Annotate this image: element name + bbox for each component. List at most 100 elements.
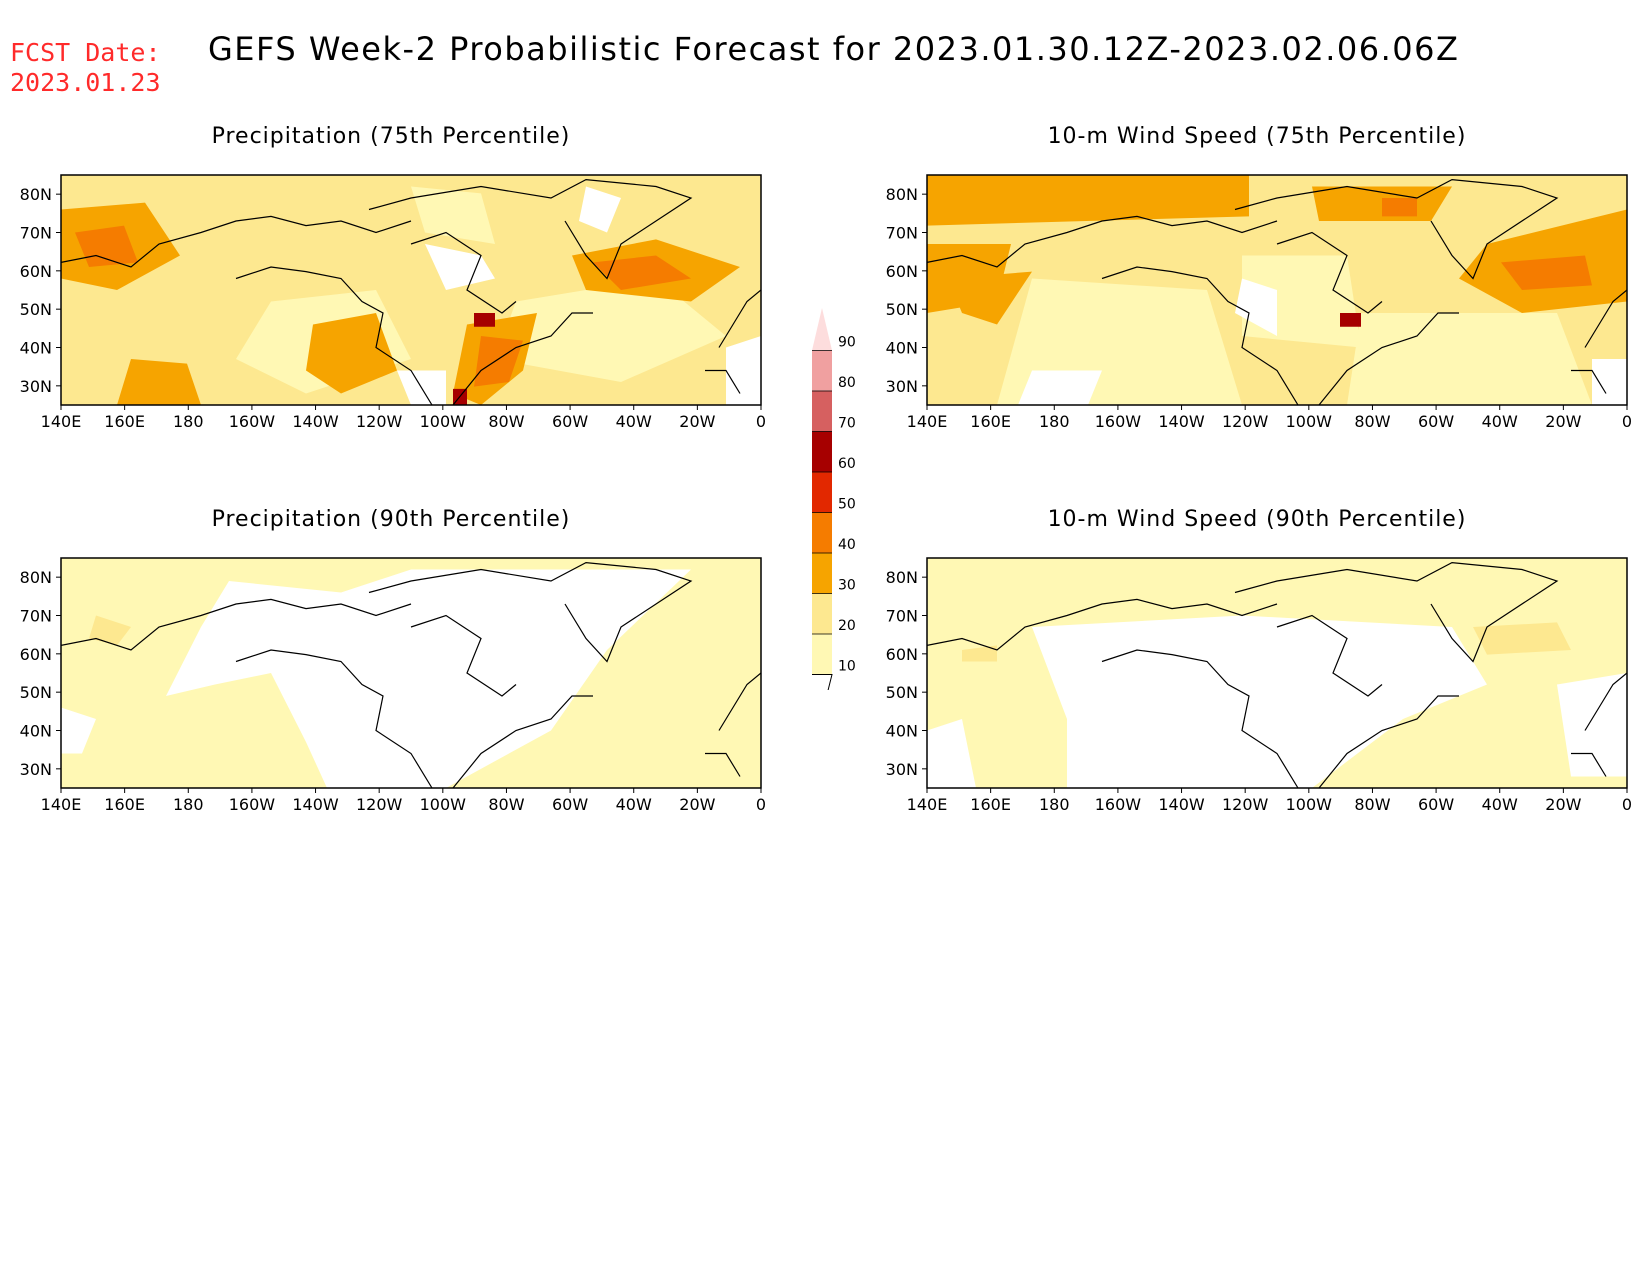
lon-tick-label: 60W [552,795,588,814]
lat-tick-label: 80N [20,185,52,204]
lat-tick-label: 30N [886,377,918,396]
colorbar-box [812,634,832,675]
colorbar-label: 30 [838,578,856,594]
shaded-region [89,615,131,646]
lon-tick-label: 140W [292,795,339,814]
lat-tick-label: 60N [20,262,52,281]
coastline [1318,695,1459,788]
lon-tick-label: 100W [420,795,467,814]
lon-tick-label: 140E [907,412,948,431]
lat-tick-label: 80N [20,568,52,587]
colorbar-label: 40 [838,537,856,553]
lon-tick-label: 20W [1545,795,1581,814]
lat-tick-label: 50N [20,300,52,319]
lon-tick-label: 180 [1039,795,1070,814]
colorbar-label: 90 [838,335,856,351]
coastline [61,215,412,268]
lon-tick-label: 20W [679,795,715,814]
lat-tick-label: 30N [20,377,52,396]
colorbar-label: 70 [838,416,856,432]
map-precip-90: 140E 160E 180 160W 140W 120W 100W 80W 60W 40W 20W 0… [20,557,766,814]
lon-tick-label: 40W [1482,795,1518,814]
shaded-region [962,622,1571,662]
main-title: GEFS Week-2 Probabilistic Forecast for 2… [208,30,1460,68]
coastline [1101,649,1299,788]
shaded-region [61,202,740,405]
map-frame [926,557,1628,789]
shaded-region [997,255,1592,405]
map-wind-90: 140E 160E 180 160W 140W 120W 100W 80W 60W 40W 20W 0… [886,557,1632,814]
coastline [1234,178,1559,280]
colorbar-box [812,553,832,594]
lon-tick-label: 40W [616,795,652,814]
coastline [1318,312,1459,405]
lat-tick-label: 70N [20,607,52,626]
coastline [1584,672,1627,731]
coastline [705,752,741,777]
lat-tick-label: 60N [886,645,918,664]
shaded-region [453,313,495,405]
colorbar-box [812,391,832,432]
lat-tick-label: 60N [20,645,52,664]
coastline [452,695,593,788]
map-frame [60,557,762,789]
lon-tick-label: 0 [1622,412,1632,431]
shaded-region [1340,313,1361,327]
lat-tick-label: 80N [886,185,918,204]
colorbar-tail [812,674,833,690]
colorbar-box [812,431,832,472]
lon-tick-label: 120W [1222,412,1269,431]
map-frame [926,174,1628,406]
lon-tick-label: 160W [1095,412,1142,431]
lon-tick-label: 160E [104,412,145,431]
lon-tick-label: 140E [907,795,948,814]
lon-tick-label: 20W [1545,412,1581,431]
lat-tick-label: 40N [886,339,918,358]
lat-tick-label: 50N [20,683,52,702]
lat-tick-label: 40N [20,339,52,358]
forecast-date-block: FCST Date: 2023.01.23 [10,38,161,98]
coastline [718,289,761,348]
lon-tick-label: 60W [1418,795,1454,814]
forecast-date-label: FCST Date: [10,38,161,67]
lon-tick-label: 160W [229,795,276,814]
lon-tick-label: 180 [173,795,204,814]
lon-tick-label: 140W [1158,412,1205,431]
lat-tick-label: 40N [20,722,52,741]
map-wind-75: 140E 160E 180 160W 140W 120W 100W 80W 60W 40W 20W 0… [886,174,1632,431]
colorbar-label: 80 [838,375,856,391]
colorbar-label: 10 [838,659,856,675]
coastline [1584,289,1627,348]
lon-tick-label: 180 [1039,412,1070,431]
lon-tick-label: 140W [1158,795,1205,814]
lon-tick-label: 160E [970,795,1011,814]
lon-tick-label: 20W [679,412,715,431]
panel-title-wind-75: 10-m Wind Speed (75th Percentile) [1047,124,1467,149]
panel-title-precip-75: Precipitation (75th Percentile) [211,124,571,149]
colorbar-box [812,308,832,351]
lon-tick-label: 0 [1622,795,1632,814]
coastline [927,598,1278,651]
coastline [452,312,593,405]
lon-tick-label: 120W [1222,795,1269,814]
coastline [1101,266,1299,405]
coastline [368,561,693,663]
colorbar-label: 50 [838,497,856,513]
map-precip-75: 140E 160E 180 160W 140W 120W 100W 80W 60W 40W 20W 0… [20,174,766,431]
lon-tick-label: 140E [41,795,82,814]
lon-tick-label: 100W [420,412,467,431]
lat-tick-label: 70N [886,224,918,243]
lat-tick-label: 50N [886,683,918,702]
lon-tick-label: 0 [756,412,766,431]
coastline [1234,561,1559,663]
panel-title-precip-90: Precipitation (90th Percentile) [211,507,571,532]
shaded-region [927,615,1627,788]
lat-tick-label: 80N [886,568,918,587]
coastline [235,266,433,405]
lon-tick-label: 140E [41,412,82,431]
coastline [927,215,1278,268]
coastline [1276,614,1383,697]
lon-tick-label: 80W [1354,795,1390,814]
lon-tick-label: 160E [104,795,145,814]
colorbar: 10 20 30 40 50 60 70 80 90 [812,308,856,690]
